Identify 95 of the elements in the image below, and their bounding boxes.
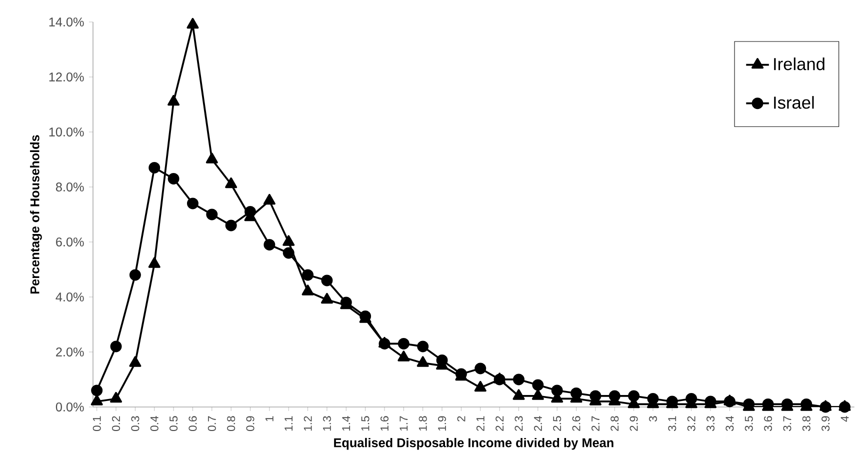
point bbox=[416, 356, 429, 367]
point bbox=[474, 362, 486, 374]
x-tick-label: 3.7 bbox=[783, 416, 792, 432]
point bbox=[148, 162, 160, 174]
y-axis-title: Percentage of Households bbox=[30, 135, 42, 294]
x-tick-label: 3.5 bbox=[744, 416, 753, 432]
point bbox=[110, 392, 122, 403]
x-tick-label: 0.2 bbox=[112, 416, 120, 432]
x-tick-label: 3.1 bbox=[668, 416, 676, 432]
point bbox=[225, 177, 238, 188]
point bbox=[474, 380, 486, 392]
x-tick-label: 1.7 bbox=[400, 416, 408, 431]
x-tick-label: 3.8 bbox=[802, 416, 810, 432]
point bbox=[282, 235, 295, 246]
point bbox=[628, 390, 640, 402]
x-tick-label: 1.3 bbox=[322, 416, 331, 431]
point bbox=[590, 390, 602, 402]
point bbox=[186, 18, 199, 29]
point bbox=[90, 394, 103, 406]
x-tick-label: 1.5 bbox=[361, 416, 370, 431]
point bbox=[148, 257, 160, 268]
x-tick-label: 3.4 bbox=[726, 416, 734, 432]
point bbox=[320, 292, 333, 304]
point bbox=[206, 152, 218, 164]
point bbox=[302, 284, 314, 296]
x-tick-label: 2.5 bbox=[553, 416, 562, 431]
x-tick-label: 1.8 bbox=[418, 416, 427, 431]
point bbox=[398, 338, 410, 350]
x-tick-label: 1 bbox=[266, 416, 274, 422]
x-tick-label: 0.6 bbox=[188, 416, 197, 432]
x-tick-label: 2 bbox=[457, 416, 466, 422]
x-tick-label: 3 bbox=[648, 416, 657, 422]
x-tick-label: 1.9 bbox=[438, 416, 446, 431]
point bbox=[129, 269, 141, 281]
y-tick-label: 14.0% bbox=[49, 18, 84, 26]
x-tick-label: 3.9 bbox=[822, 416, 830, 432]
x-tick-label: 2.6 bbox=[572, 416, 580, 431]
x-tick-label: 1.1 bbox=[284, 416, 293, 431]
x-tick-label: 3.2 bbox=[687, 416, 696, 432]
x-tick-label: 3.3 bbox=[706, 416, 715, 432]
x-tick-label: 2.3 bbox=[514, 416, 523, 431]
y-tick-label: 10.0% bbox=[49, 128, 84, 136]
x-tick-label: 2.1 bbox=[476, 416, 484, 431]
point bbox=[110, 340, 122, 352]
point bbox=[532, 389, 544, 400]
point bbox=[129, 356, 142, 367]
point bbox=[263, 194, 276, 205]
x-tick-label: 2.8 bbox=[610, 416, 619, 431]
point bbox=[686, 393, 698, 404]
x-tick-label: 0.7 bbox=[208, 416, 216, 432]
legend-label: Israel bbox=[774, 96, 814, 109]
x-tick-label: 0.3 bbox=[131, 416, 140, 432]
x-tick-label: 2.9 bbox=[630, 416, 638, 431]
x-tick-label: 3.6 bbox=[764, 416, 772, 432]
point bbox=[551, 384, 563, 396]
point bbox=[206, 208, 218, 220]
point bbox=[512, 374, 524, 386]
y-tick-label: 6.0% bbox=[56, 238, 84, 246]
y-tick-label: 4.0% bbox=[56, 292, 84, 302]
legend-label: Ireland bbox=[774, 58, 824, 70]
point bbox=[264, 239, 276, 250]
point bbox=[91, 384, 103, 396]
x-tick-label: 1.2 bbox=[304, 416, 312, 431]
x-tick-label: 2.2 bbox=[496, 416, 504, 431]
x-tick-label: 0.4 bbox=[150, 416, 158, 432]
x-tick-label: 0.5 bbox=[170, 416, 178, 432]
point bbox=[282, 247, 294, 259]
point bbox=[186, 198, 198, 210]
y-tick-label: 12.0% bbox=[49, 72, 84, 82]
point bbox=[168, 173, 180, 184]
point bbox=[608, 390, 620, 402]
point bbox=[512, 389, 525, 400]
x-tick-label: 4 bbox=[840, 416, 849, 422]
y-tick-label: 0.0% bbox=[56, 402, 84, 412]
point bbox=[436, 354, 448, 366]
point bbox=[302, 269, 314, 281]
x-tick-label: 2.4 bbox=[534, 416, 542, 431]
x-tick-label: 0.9 bbox=[246, 416, 254, 432]
y-tick-label: 2.0% bbox=[56, 348, 84, 356]
point bbox=[225, 220, 237, 232]
x-tick-label: 2.7 bbox=[591, 416, 600, 431]
point bbox=[168, 94, 180, 106]
point bbox=[647, 393, 659, 404]
x-axis-title: Equalised Disposable Income divided by Mean bbox=[334, 438, 614, 450]
x-tick-label: 1.4 bbox=[342, 416, 350, 431]
point bbox=[570, 388, 582, 399]
point bbox=[532, 379, 544, 391]
point bbox=[321, 274, 333, 286]
x-tick-label: 0.8 bbox=[227, 416, 236, 432]
point bbox=[244, 206, 256, 218]
y-tick-label: 8.0% bbox=[56, 182, 84, 192]
point bbox=[398, 350, 410, 362]
x-tick-label: 1.6 bbox=[380, 416, 388, 431]
x-tick-label: 0.1 bbox=[92, 416, 101, 432]
point bbox=[417, 340, 429, 352]
